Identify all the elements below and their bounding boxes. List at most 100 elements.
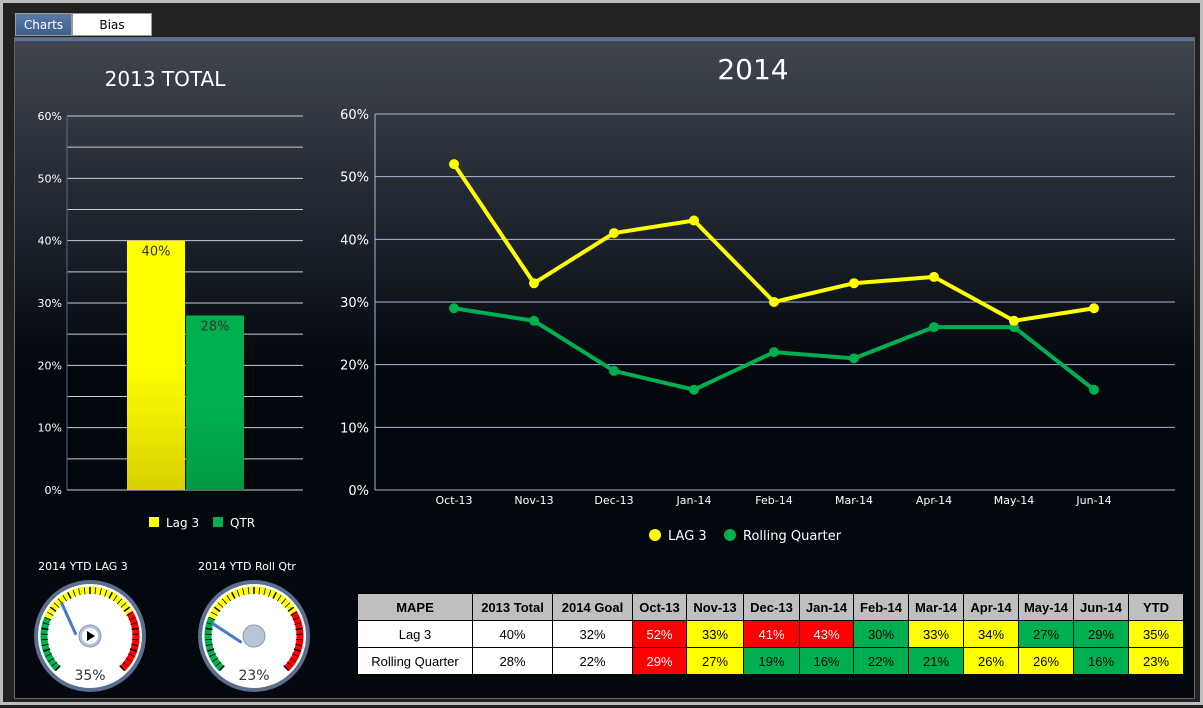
y-tick-label: 0% (45, 484, 62, 497)
table-cell: 19% (744, 648, 800, 675)
table-cell: 33% (687, 621, 744, 648)
table-cell: 21% (909, 648, 964, 675)
table-cell: 29% (633, 648, 687, 675)
column-header: Nov-13 (687, 594, 744, 621)
column-header: May-14 (1019, 594, 1074, 621)
table-cell: 52% (633, 621, 687, 648)
legend-label: LAG 3 (668, 529, 707, 544)
x-tick-label: Dec-13 (594, 494, 633, 507)
data-point (769, 297, 779, 307)
table-cell: 27% (687, 648, 744, 675)
data-point (689, 385, 699, 395)
y-tick-label: 60% (38, 110, 62, 123)
legend-swatch (213, 517, 223, 527)
table-cell: 40% (473, 621, 553, 648)
bar-lag3 (127, 241, 185, 490)
y-tick-label: 20% (38, 359, 62, 372)
bar-data-label: 40% (142, 245, 171, 260)
y-tick-label: 40% (38, 235, 62, 248)
table-cell: 43% (800, 621, 854, 648)
legend-label: QTR (230, 516, 255, 530)
y-tick-label: 40% (340, 233, 369, 248)
data-point (1089, 303, 1099, 313)
data-point (529, 278, 539, 288)
gauge-title: 2014 YTD LAG 3 (38, 560, 128, 573)
column-header: Feb-14 (854, 594, 909, 621)
data-point (609, 366, 619, 376)
data-point (529, 316, 539, 326)
column-header: 2013 Total (473, 594, 553, 621)
x-tick-label: Feb-14 (755, 494, 792, 507)
table-cell: 16% (1074, 648, 1129, 675)
table-cell: 35% (1129, 621, 1184, 648)
x-tick-label: Oct-13 (436, 494, 473, 507)
bar-qtr (186, 315, 244, 490)
data-point (1009, 316, 1019, 326)
data-point (689, 216, 699, 226)
column-header: MAPE (358, 594, 473, 621)
legend-label: Rolling Quarter (743, 529, 842, 544)
gauge-hub (243, 625, 265, 647)
y-tick-label: 10% (340, 421, 369, 436)
data-point (849, 353, 859, 363)
table-cell: 22% (854, 648, 909, 675)
column-header: Apr-14 (964, 594, 1019, 621)
table-cell: 33% (909, 621, 964, 648)
table-cell: 34% (964, 621, 1019, 648)
x-tick-label: Jan-14 (676, 494, 712, 507)
column-header: Oct-13 (633, 594, 687, 621)
table-cell: 41% (744, 621, 800, 648)
table-cell: Lag 3 (358, 621, 473, 648)
table-cell: Rolling Quarter (358, 648, 473, 675)
data-point (849, 278, 859, 288)
legend-swatch (149, 517, 159, 527)
gauge-title: 2014 YTD Roll Qtr (198, 560, 296, 573)
data-point (1089, 385, 1099, 395)
column-header: Jun-14 (1074, 594, 1129, 621)
data-point (449, 159, 459, 169)
gauge-value: 23% (238, 668, 269, 684)
y-tick-label: 30% (340, 296, 369, 311)
legend-label: Lag 3 (166, 516, 199, 530)
x-tick-label: Nov-13 (514, 494, 553, 507)
column-header: Mar-14 (909, 594, 964, 621)
x-tick-label: May-14 (994, 494, 1035, 507)
y-tick-label: 10% (38, 422, 62, 435)
data-point (929, 322, 939, 332)
y-tick-label: 60% (340, 108, 369, 123)
x-tick-label: Apr-14 (916, 494, 952, 507)
legend-marker (649, 529, 661, 541)
table-cell: 23% (1129, 648, 1184, 675)
y-tick-label: 30% (38, 297, 62, 310)
x-tick-label: Mar-14 (835, 494, 873, 507)
y-tick-label: 0% (348, 484, 369, 499)
column-header: YTD (1129, 594, 1184, 621)
data-point (929, 272, 939, 282)
gauge-value: 35% (74, 668, 105, 684)
table-cell: 26% (964, 648, 1019, 675)
table-cell: 32% (553, 621, 633, 648)
column-header: Jan-14 (800, 594, 854, 621)
data-point (769, 347, 779, 357)
bar-data-label: 28% (201, 319, 230, 334)
table-cell: 27% (1019, 621, 1074, 648)
column-header: 2014 Goal (553, 594, 633, 621)
x-tick-label: Jun-14 (1075, 494, 1111, 507)
table-cell: 30% (854, 621, 909, 648)
legend-marker (724, 529, 736, 541)
y-tick-label: 50% (38, 172, 62, 185)
y-tick-label: 20% (340, 359, 369, 374)
table-cell: 26% (1019, 648, 1074, 675)
data-point (609, 228, 619, 238)
table-cell: 29% (1074, 621, 1129, 648)
table-cell: 28% (473, 648, 553, 675)
y-tick-label: 50% (340, 171, 369, 186)
table-cell: 16% (800, 648, 854, 675)
column-header: Dec-13 (744, 594, 800, 621)
data-point (449, 303, 459, 313)
table-cell: 22% (553, 648, 633, 675)
